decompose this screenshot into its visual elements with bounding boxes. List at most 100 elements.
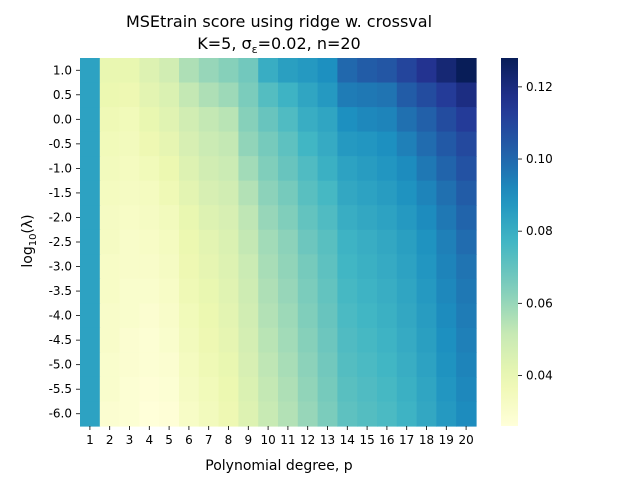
x-tick-label: 18 bbox=[419, 433, 434, 447]
heatmap-cell bbox=[456, 107, 477, 133]
heatmap-cell bbox=[396, 352, 418, 378]
heatmap-cell bbox=[139, 376, 160, 403]
heatmap-cell bbox=[416, 107, 437, 133]
heatmap-cell bbox=[297, 376, 319, 403]
heatmap-cell bbox=[99, 254, 121, 280]
heatmap-cell bbox=[238, 58, 259, 84]
heatmap-cell bbox=[159, 205, 180, 231]
heatmap-cell bbox=[198, 58, 220, 84]
heatmap-cell bbox=[258, 278, 279, 304]
heatmap-cell bbox=[377, 107, 398, 133]
x-tick-label: 13 bbox=[320, 433, 335, 447]
y-tick-label: -2.5 bbox=[49, 235, 72, 249]
heatmap-cell bbox=[218, 82, 239, 108]
heatmap-cell bbox=[297, 131, 319, 157]
heatmap-cell bbox=[337, 303, 358, 329]
heatmap-cell bbox=[416, 327, 437, 353]
heatmap-cell bbox=[80, 254, 101, 280]
heatmap-cell bbox=[456, 205, 477, 231]
heatmap-cell bbox=[456, 131, 477, 157]
heatmap-cell bbox=[396, 131, 418, 157]
heatmap-cell bbox=[139, 327, 160, 353]
heatmap-cell bbox=[357, 107, 378, 133]
heatmap-cell bbox=[456, 303, 477, 329]
y-tick-label: -1.5 bbox=[49, 186, 72, 200]
heatmap-cell bbox=[119, 401, 140, 427]
heatmap-cell bbox=[456, 254, 477, 280]
heatmap-cell bbox=[218, 327, 239, 353]
heatmap-cell bbox=[416, 376, 437, 403]
heatmap-cell bbox=[238, 180, 259, 206]
heatmap-cell bbox=[297, 205, 319, 231]
heatmap-cell bbox=[278, 229, 299, 255]
heatmap-cell bbox=[416, 278, 437, 304]
heatmap-cell bbox=[218, 131, 239, 157]
heatmap-cell bbox=[278, 58, 299, 84]
heatmap-cell bbox=[119, 180, 140, 206]
x-tick-label: 7 bbox=[205, 433, 213, 447]
heatmap-cell bbox=[396, 205, 418, 231]
heatmap-cell bbox=[159, 82, 180, 108]
heatmap-cell bbox=[179, 82, 200, 108]
heatmap-cell bbox=[198, 401, 220, 427]
heatmap-cell bbox=[278, 278, 299, 304]
heatmap-cell bbox=[337, 401, 358, 427]
heatmap-cell bbox=[436, 156, 457, 182]
heatmap-cell bbox=[159, 278, 180, 304]
heatmap-cell bbox=[416, 229, 437, 255]
heatmap-cell bbox=[80, 107, 101, 133]
heatmap-cell bbox=[159, 131, 180, 157]
heatmap-cell bbox=[377, 278, 398, 304]
x-tick-label: 10 bbox=[260, 433, 275, 447]
heatmap-cell bbox=[258, 303, 279, 329]
heatmap-cell bbox=[396, 82, 418, 108]
heatmap-cell bbox=[179, 205, 200, 231]
heatmap-cell bbox=[278, 303, 299, 329]
heatmap-cell bbox=[218, 401, 239, 427]
heatmap-cell bbox=[238, 303, 259, 329]
heatmap-cell bbox=[139, 401, 160, 427]
heatmap-cell bbox=[139, 352, 160, 378]
heatmap-cell bbox=[337, 205, 358, 231]
heatmap-cells bbox=[80, 58, 477, 427]
heatmap-cell bbox=[218, 303, 239, 329]
heatmap-cell bbox=[396, 107, 418, 133]
heatmap-cell bbox=[317, 303, 338, 329]
heatmap-cell bbox=[337, 327, 358, 353]
heatmap-cell bbox=[297, 180, 319, 206]
heatmap-cell bbox=[337, 180, 358, 206]
y-tick-label: -0.5 bbox=[49, 137, 72, 151]
heatmap-cell bbox=[159, 254, 180, 280]
x-tick-label: 12 bbox=[300, 433, 315, 447]
heatmap-cell bbox=[198, 82, 220, 108]
heatmap-cell bbox=[198, 278, 220, 304]
heatmap-cell bbox=[179, 254, 200, 280]
heatmap-cell bbox=[377, 82, 398, 108]
heatmap-cell bbox=[238, 131, 259, 157]
heatmap-cell bbox=[218, 180, 239, 206]
heatmap-cell bbox=[436, 352, 457, 378]
heatmap-cell bbox=[80, 401, 101, 427]
heatmap-cell bbox=[238, 278, 259, 304]
heatmap-cell bbox=[119, 376, 140, 403]
heatmap-cell bbox=[139, 205, 160, 231]
heatmap-cell bbox=[258, 327, 279, 353]
title-noise-n: =0.02, n=20 bbox=[258, 34, 361, 53]
x-tick-label: 14 bbox=[340, 433, 355, 447]
heatmap-cell bbox=[396, 229, 418, 255]
heatmap-cell bbox=[278, 327, 299, 353]
heatmap-cell bbox=[456, 58, 477, 84]
heatmap-cell bbox=[456, 376, 477, 403]
heatmap-cell bbox=[456, 327, 477, 353]
y-tick-label: -1.0 bbox=[49, 161, 72, 175]
heatmap-cell bbox=[317, 131, 338, 157]
heatmap-cell bbox=[119, 327, 140, 353]
y-label-lambda: (λ) bbox=[20, 214, 36, 233]
heatmap-cell bbox=[119, 131, 140, 157]
y-tick-label: -3.5 bbox=[49, 284, 72, 298]
heatmap-cell bbox=[258, 107, 279, 133]
heatmap-cell bbox=[80, 352, 101, 378]
x-tick-label: 9 bbox=[244, 433, 252, 447]
y-tick-label: -3.0 bbox=[49, 260, 72, 274]
heatmap-cell bbox=[99, 82, 121, 108]
